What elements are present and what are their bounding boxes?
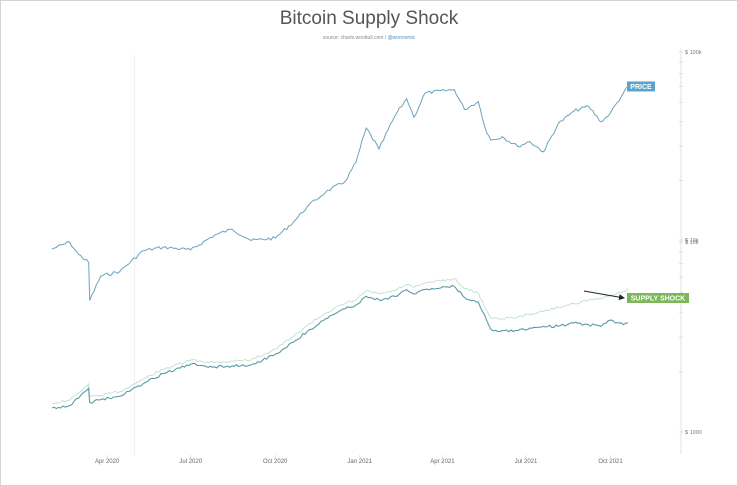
price-tag-box: [627, 81, 655, 92]
supply-shock-tag-label: SUPPLY SHOCK: [631, 296, 685, 303]
price-tag-label: PRICE: [630, 84, 652, 91]
source-text: source: charts.woobull.com: [322, 35, 384, 41]
xtick-label: Oct 2021: [598, 459, 623, 465]
chart-title: Bitcoin Supply Shock: [279, 8, 459, 29]
supply-shock-tag-box: [627, 293, 689, 303]
tag-layer: PRICE SUPPLY SHOCK: [583, 81, 689, 303]
xtick-label: Apr 2020: [95, 459, 120, 465]
price-line: [51, 86, 629, 301]
price-ytick-label: $ 10k: [685, 238, 699, 244]
supply-shock-arrow: [583, 290, 625, 301]
supply-ytick-label: $ 1000: [685, 430, 702, 436]
supply-shock-line: [51, 284, 629, 410]
xtick-label: Jan 2021: [347, 459, 372, 465]
price-ytick-label: $ 100k: [685, 50, 702, 56]
xtick-label: Jul 2020: [179, 459, 202, 465]
supply-ytick-label: $ 10k: [685, 240, 699, 246]
chart-subtitle: source: charts.woobull.com / @woonomic: [0, 35, 738, 41]
subtitle-separator: /: [383, 35, 388, 41]
xtick-label: Jul 2021: [515, 459, 538, 465]
series-layer: [51, 86, 629, 410]
author-handle-link[interactable]: @woonomic: [387, 35, 416, 41]
xtick-label: Apr 2021: [430, 459, 455, 465]
xtick-label: Oct 2020: [263, 459, 288, 465]
supply-shock-faint-line: [51, 277, 629, 404]
